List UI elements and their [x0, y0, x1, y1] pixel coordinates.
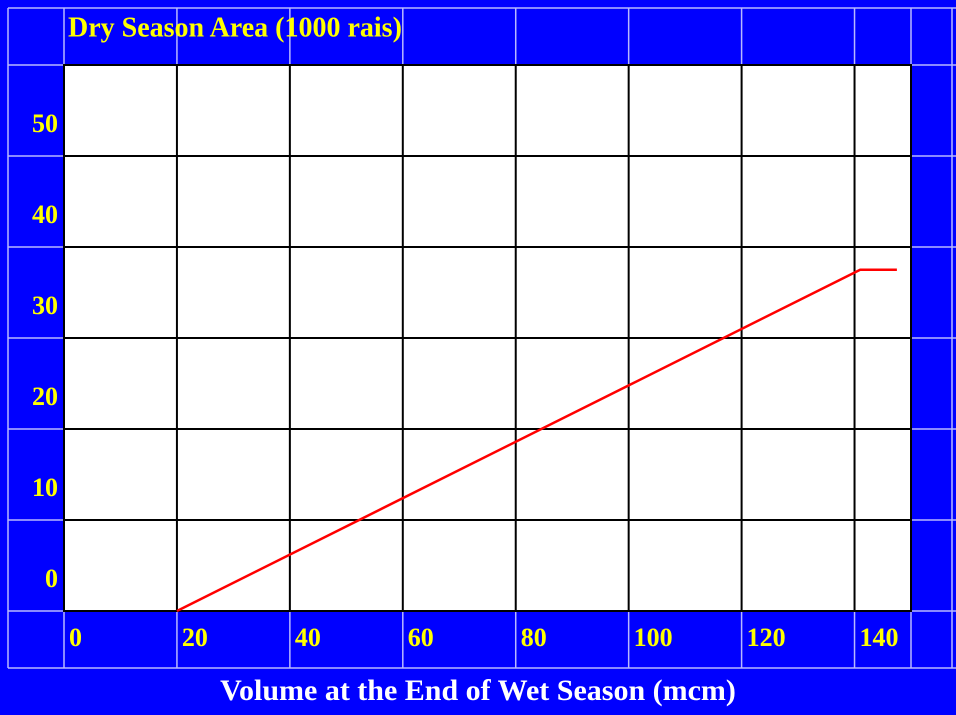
x-tick-label: 140 — [860, 623, 899, 652]
y-tick-label: 0 — [45, 564, 58, 593]
line — [176, 268, 897, 613]
y-tick-label: 30 — [32, 291, 58, 320]
x-tick-label: 0 — [69, 623, 82, 652]
y-axis-title: Dry Season Area (1000 rais) — [68, 12, 402, 43]
x-tick-label: 80 — [521, 623, 547, 652]
x-tick-label: 120 — [747, 623, 786, 652]
y-tick-label: 40 — [32, 200, 58, 229]
x-tick-label: 40 — [295, 623, 321, 652]
x-tick-label: 100 — [634, 623, 673, 652]
x-axis-title: Volume at the End of Wet Season (mcm) — [220, 674, 736, 707]
y-tick-label: 50 — [32, 109, 58, 138]
y-tick-label: 20 — [32, 382, 58, 411]
plot-border — [63, 64, 912, 612]
x-tick-label: 20 — [182, 623, 208, 652]
y-tick-label: 10 — [32, 473, 58, 502]
x-tick-label: 60 — [408, 623, 434, 652]
